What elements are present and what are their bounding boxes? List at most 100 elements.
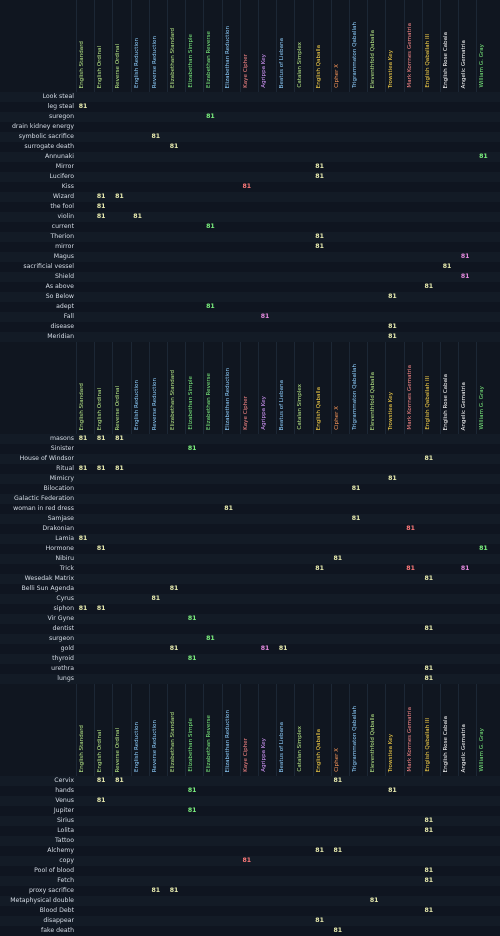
column-header[interactable]: Reverse Ordinal [112,684,126,776]
column-header[interactable]: Angelic Gematria [458,342,472,434]
table-row[interactable]: Alchemy 81 81 [0,846,500,856]
column-header[interactable]: Reverse Ordinal [112,342,126,434]
table-row[interactable]: So Below 81 [0,292,500,302]
column-header[interactable]: Trigrammaton Qaballah [349,342,363,434]
table-row[interactable]: surgeon 81 [0,634,500,644]
table-row[interactable]: sacrificial vessel 81 [0,262,500,272]
column-header[interactable]: William G. Gray [476,684,490,776]
table-row[interactable]: Tattoo [0,836,500,846]
table-row[interactable]: Fetch 81 [0,876,500,886]
table-row[interactable]: Ritual 81 81 81 [0,464,500,474]
column-header[interactable]: Elizabethan Simple [185,684,199,776]
table-row[interactable]: Metaphysical double 81 [0,896,500,906]
column-header[interactable]: Reverse Reduction [148,0,163,92]
column-header[interactable]: Elizabethan Simple [185,0,199,92]
table-row[interactable]: Look steal [0,92,500,102]
table-row[interactable]: Belli Sun Agenda 81 [0,584,500,594]
column-header[interactable]: Cipher X [330,0,345,92]
column-header[interactable]: Elizabethan Reverse [203,684,217,776]
table-row[interactable]: Samjase 81 [0,514,500,524]
table-row[interactable]: Nibiru 81 [0,554,500,564]
column-header[interactable]: Eleventhfold Qaballa [367,0,381,92]
column-header[interactable]: English Qaballah III [421,0,436,92]
column-header[interactable]: Eleventhfold Qaballa [367,342,381,434]
column-header[interactable]: Eleventhfold Qaballa [367,684,381,776]
column-header[interactable]: Trigrammaton Qaballah [349,0,363,92]
table-row[interactable]: suregon 81 [0,112,500,122]
table-row[interactable]: copy 81 [0,856,500,866]
column-header[interactable]: Mark Korrnes Gematria [403,684,418,776]
column-header[interactable]: English Reduction [130,0,145,92]
column-header[interactable]: English Qaballah III [421,684,436,776]
table-row[interactable]: fake death 81 [0,926,500,936]
column-header[interactable]: Cipher X [330,342,345,434]
table-row[interactable]: woman in red dress 81 [0,504,500,514]
column-header[interactable]: Elizabethan Reduction [221,684,236,776]
column-header[interactable]: Angelic Gematria [458,0,472,92]
table-row[interactable]: Bilocation 81 [0,484,500,494]
column-header[interactable]: Mark Korrnes Gematria [403,342,418,434]
table-row[interactable]: Vir Gyne 81 [0,614,500,624]
table-row[interactable]: leg steal 81 [0,102,500,112]
table-row[interactable]: the fool 81 [0,202,500,212]
table-row[interactable]: dentist 81 [0,624,500,634]
column-header[interactable]: English Standard [76,0,90,92]
column-header[interactable]: Cipher X [330,684,345,776]
column-header[interactable]: Elizabethan Standard [167,684,181,776]
table-row[interactable]: adept 81 [0,302,500,312]
table-row[interactable]: Lamia 81 [0,534,500,544]
table-row[interactable]: Jupiter 81 [0,806,500,816]
table-row[interactable]: surrogate death 81 [0,142,500,152]
table-row[interactable]: disease 81 [0,322,500,332]
column-header[interactable]: English Rose Cabala [440,342,454,434]
table-row[interactable]: Therion 81 [0,232,500,242]
table-row[interactable]: mirror 81 [0,242,500,252]
table-row[interactable]: Fall 81 [0,312,500,322]
table-row[interactable]: symbolic sacrifice 81 [0,132,500,142]
table-row[interactable]: lungs 81 [0,674,500,684]
table-row[interactable]: Drakonian 81 [0,524,500,534]
table-row[interactable]: masons 81 81 81 [0,434,500,444]
column-header[interactable]: Catalan Simplex [294,0,308,92]
column-header[interactable]: English Ordinal [94,684,108,776]
table-row[interactable]: Venus 81 [0,796,500,806]
column-header[interactable]: English Qaballa [312,342,327,434]
table-row[interactable]: disappear 81 [0,916,500,926]
table-row[interactable]: Lucifero 81 [0,172,500,182]
column-header[interactable]: Beatus of Liebana [276,342,290,434]
column-header[interactable]: English Reduction [130,342,145,434]
table-row[interactable]: Meridian 81 [0,332,500,342]
column-header[interactable]: English Qaballa [312,0,327,92]
table-row[interactable]: hands 81 81 [0,786,500,796]
column-header[interactable]: Kaye Cipher [239,342,254,434]
table-row[interactable]: violin 81 81 [0,212,500,222]
column-header[interactable]: Reverse Reduction [148,342,163,434]
table-row[interactable]: thyroid 81 [0,654,500,664]
column-header[interactable]: Angelic Gematria [458,684,472,776]
column-header[interactable]: English Rose Cabala [440,0,454,92]
column-header[interactable]: Trowstiea Key [385,0,399,92]
table-row[interactable]: House of Windsor 81 [0,454,500,464]
table-row[interactable]: Mimicry 81 [0,474,500,484]
column-header[interactable]: William G. Gray [476,342,490,434]
column-header[interactable]: Beatus of Liebana [276,0,290,92]
column-header[interactable]: English Ordinal [94,0,108,92]
column-header[interactable]: William G. Gray [476,0,490,92]
table-row[interactable]: Wizard 81 81 [0,192,500,202]
table-row[interactable]: Cyrus 81 [0,594,500,604]
column-header[interactable]: English Reduction [130,684,145,776]
table-row[interactable]: urethra 81 [0,664,500,674]
column-header[interactable]: Agrippa Key [258,684,272,776]
column-header[interactable]: Kaye Cipher [239,684,254,776]
column-header[interactable]: Mark Korrnes Gematria [403,0,418,92]
table-row[interactable]: Sinister 81 [0,444,500,454]
table-row[interactable]: Blood Debt 81 [0,906,500,916]
table-row[interactable]: Shield 81 [0,272,500,282]
table-row[interactable]: gold 81 81 81 [0,644,500,654]
table-row[interactable]: Galactic Federation [0,494,500,504]
table-row[interactable]: Lolita 81 [0,826,500,836]
table-row[interactable]: Mirror 81 [0,162,500,172]
column-header[interactable]: English Qaballa [312,684,327,776]
column-header[interactable]: English Ordinal [94,342,108,434]
table-row[interactable]: Trick 81 81 81 [0,564,500,574]
